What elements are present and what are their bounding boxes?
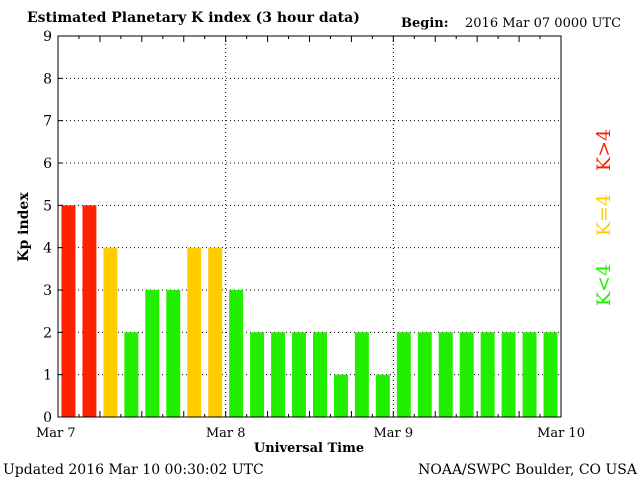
kp-bar — [187, 247, 202, 417]
kp-bar — [543, 332, 558, 417]
kp-bar — [459, 332, 474, 417]
kp-bar — [124, 332, 139, 417]
kp-bar — [271, 332, 286, 417]
legend-item: K>4 — [593, 129, 615, 171]
x-tick-label: Mar 9 — [373, 426, 413, 441]
x-axis-ticks: Mar 7 Mar 8 Mar 9 Mar 10 — [36, 36, 585, 441]
x-axis-label: Universal Time — [254, 441, 364, 456]
begin-label: Begin: — [401, 16, 449, 31]
kp-bar — [250, 332, 265, 417]
kp-bar — [313, 332, 327, 417]
kp-bar — [103, 247, 118, 417]
y-axis-label: Kp index — [16, 192, 32, 262]
kp-bar — [145, 290, 160, 417]
legend-item: K=4 — [593, 194, 615, 236]
kp-bar — [292, 332, 306, 417]
source-text: NOAA/SWPC Boulder, CO USA — [418, 462, 638, 478]
kp-bar — [229, 290, 244, 417]
legend: K>4 K=4 K<4 — [593, 129, 615, 306]
kp-bar — [333, 374, 348, 417]
kp-bar — [417, 332, 432, 417]
begin-value: 2016 Mar 07 0000 UTC — [465, 16, 621, 31]
kp-bar — [166, 290, 181, 417]
y-tick-label: 3 — [43, 283, 52, 299]
y-tick-label: 7 — [43, 114, 52, 130]
y-axis-ticks: 0 1 2 3 4 5 6 7 8 9 — [43, 29, 63, 426]
x-tick-label: Mar 8 — [206, 426, 246, 441]
x-tick-label: Mar 10 — [537, 426, 585, 441]
y-tick-label: 5 — [43, 198, 52, 214]
kp-bar — [208, 247, 223, 417]
y-tick-label: 6 — [43, 156, 52, 172]
y-tick-label: 2 — [43, 325, 52, 341]
bars — [61, 205, 558, 417]
y-tick-label: 8 — [43, 71, 52, 87]
y-tick-label: 4 — [43, 241, 52, 257]
x-tick-label: Mar 7 — [36, 426, 76, 441]
chart-title: Estimated Planetary K index (3 hour data… — [27, 10, 360, 26]
kp-bar — [82, 205, 97, 417]
kp-bar — [501, 332, 516, 417]
y-tick-label: 9 — [43, 29, 52, 45]
kp-bar — [438, 332, 453, 417]
y-tick-label: 0 — [43, 410, 52, 426]
kp-bar — [396, 332, 411, 417]
kp-bar — [522, 332, 537, 417]
kp-bar — [375, 374, 390, 417]
kp-bar — [61, 205, 76, 417]
updated-text: Updated 2016 Mar 10 00:30:02 UTC — [3, 462, 264, 478]
kp-bar — [480, 332, 495, 417]
y-tick-label: 1 — [43, 368, 52, 384]
kp-bar — [354, 332, 369, 417]
legend-item: K<4 — [593, 264, 615, 306]
